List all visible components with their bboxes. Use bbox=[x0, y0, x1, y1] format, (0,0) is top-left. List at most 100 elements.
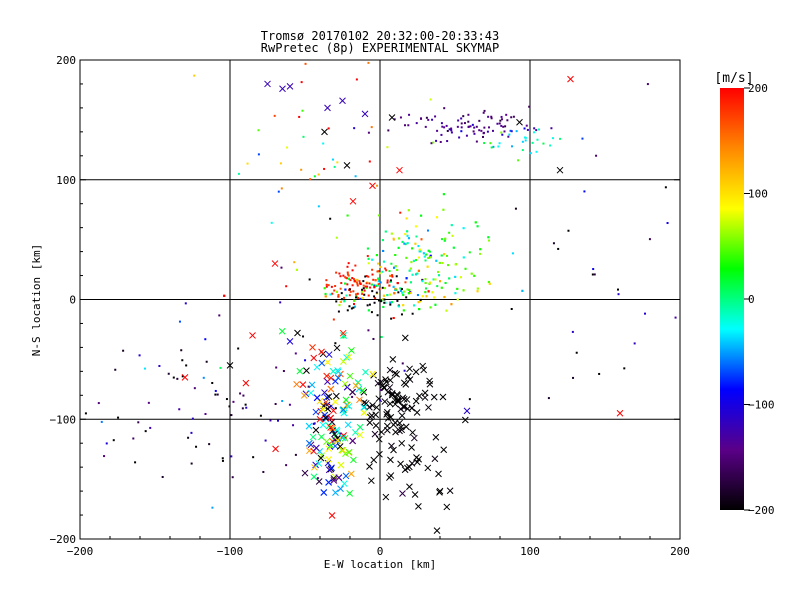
cross-point bbox=[398, 439, 406, 447]
data-points bbox=[84, 61, 677, 534]
dot-point bbox=[221, 459, 224, 462]
dot-point bbox=[377, 270, 380, 273]
dot-point bbox=[523, 127, 526, 130]
dot-point bbox=[365, 282, 368, 285]
dot-point bbox=[467, 126, 470, 129]
y-tick-label: −200 bbox=[50, 533, 77, 546]
dot-point bbox=[420, 117, 423, 120]
dot-point bbox=[346, 309, 349, 312]
dot-point bbox=[393, 292, 396, 295]
dot-point bbox=[366, 255, 369, 258]
dot-point bbox=[396, 282, 399, 285]
dot-point bbox=[509, 129, 512, 132]
cross-point bbox=[342, 396, 350, 404]
dot-point bbox=[383, 301, 386, 304]
cross-point bbox=[331, 430, 338, 438]
dot-point bbox=[337, 310, 340, 313]
dot-point bbox=[359, 297, 362, 300]
cross-point bbox=[436, 489, 443, 496]
dot-point bbox=[414, 242, 417, 245]
dot-point bbox=[407, 209, 410, 212]
dot-point bbox=[674, 316, 677, 319]
dot-point bbox=[239, 392, 242, 395]
dot-point bbox=[386, 281, 389, 284]
dot-point bbox=[439, 140, 442, 143]
dot-point bbox=[482, 111, 485, 114]
dot-point bbox=[434, 303, 437, 306]
cross-point bbox=[388, 114, 396, 121]
dot-point bbox=[335, 300, 338, 303]
dot-point bbox=[324, 295, 327, 298]
cross-point bbox=[310, 354, 318, 362]
dot-point bbox=[205, 360, 208, 363]
dot-point bbox=[348, 305, 351, 308]
dot-point bbox=[464, 267, 467, 270]
dot-point bbox=[498, 122, 501, 125]
x-tick-label: 200 bbox=[670, 545, 690, 558]
dot-point bbox=[331, 158, 334, 161]
dot-point bbox=[419, 298, 422, 301]
dot-point bbox=[103, 455, 106, 458]
dot-point bbox=[559, 137, 562, 140]
dot-point bbox=[450, 224, 453, 227]
cross-point bbox=[323, 394, 331, 401]
dot-point bbox=[421, 278, 424, 281]
dot-point bbox=[382, 298, 385, 301]
dot-point bbox=[418, 250, 421, 253]
dot-point bbox=[454, 275, 457, 278]
cross-point bbox=[333, 344, 341, 352]
dot-point bbox=[488, 126, 491, 129]
cross-point bbox=[332, 489, 339, 497]
dot-point bbox=[486, 130, 489, 133]
dot-point bbox=[407, 292, 410, 295]
dot-point bbox=[423, 255, 426, 258]
dot-point bbox=[280, 266, 283, 269]
dot-point bbox=[417, 301, 420, 304]
dot-point bbox=[427, 257, 430, 260]
dot-point bbox=[425, 253, 428, 256]
axis-ticks: −200 −100 0 100 200 −200 −100 0 100 200 bbox=[50, 54, 690, 558]
cross-point bbox=[387, 456, 394, 464]
dot-point bbox=[324, 292, 327, 295]
cross-point bbox=[349, 197, 357, 205]
cross-point bbox=[366, 419, 374, 426]
dot-point bbox=[244, 403, 247, 406]
cross-point bbox=[341, 380, 349, 388]
dot-point bbox=[417, 245, 420, 248]
dot-point bbox=[313, 175, 316, 178]
dot-point bbox=[521, 149, 524, 152]
dot-point bbox=[167, 372, 170, 375]
cross-point bbox=[345, 448, 353, 456]
dot-point bbox=[429, 98, 432, 101]
dot-point bbox=[476, 225, 479, 228]
dot-point bbox=[450, 129, 453, 132]
dot-point bbox=[373, 284, 376, 287]
dot-point bbox=[457, 119, 460, 122]
dot-point bbox=[512, 115, 515, 118]
cross-point bbox=[356, 431, 364, 439]
dot-point bbox=[473, 274, 476, 277]
colorbar-tick-label: −100 bbox=[748, 399, 775, 412]
dot-point bbox=[342, 336, 345, 339]
dot-point bbox=[431, 291, 434, 294]
cross-point bbox=[369, 182, 376, 190]
dot-point bbox=[377, 280, 380, 283]
cross-point bbox=[319, 405, 327, 413]
cross-point bbox=[321, 128, 328, 136]
dot-point bbox=[338, 272, 341, 275]
dot-point bbox=[309, 178, 312, 181]
cross-point bbox=[372, 411, 380, 419]
cross-point bbox=[356, 396, 363, 404]
dot-point bbox=[352, 278, 355, 281]
dot-point bbox=[415, 273, 418, 276]
dot-point bbox=[389, 279, 392, 282]
dot-point bbox=[366, 285, 369, 288]
x-tick-label: −200 bbox=[67, 545, 94, 558]
dot-point bbox=[285, 464, 288, 467]
dot-point bbox=[400, 313, 403, 316]
cross-point bbox=[272, 445, 279, 453]
dot-point bbox=[407, 124, 410, 127]
dot-point bbox=[273, 114, 276, 117]
dot-point bbox=[411, 312, 414, 315]
cross-point bbox=[421, 394, 429, 401]
